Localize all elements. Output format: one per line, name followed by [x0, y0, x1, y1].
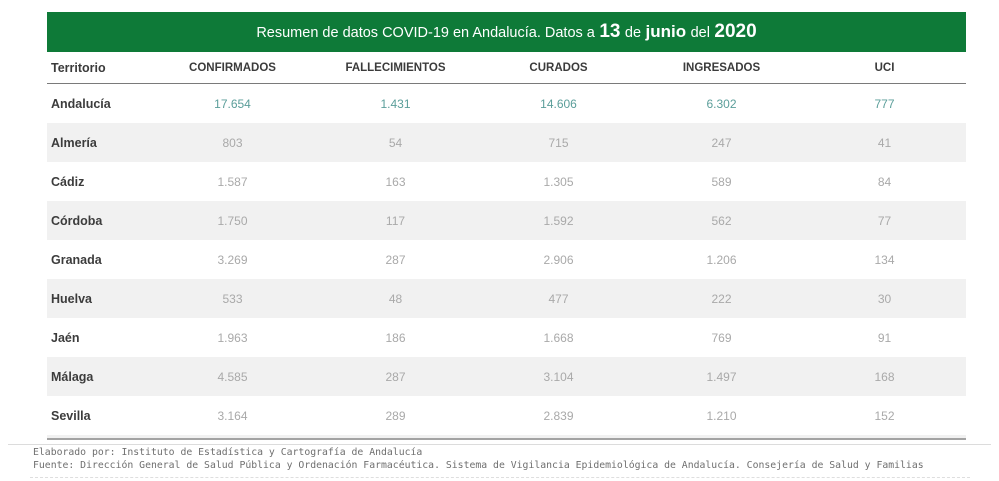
confirmados-cell: 533: [222, 291, 243, 306]
curados-cell: 14.606: [540, 96, 577, 111]
uci-cell: 41: [877, 135, 892, 150]
territory-cell: Granada: [51, 252, 102, 267]
confirmados-cell: 4.585: [217, 369, 248, 384]
territory-cell: Sevilla: [51, 408, 91, 423]
report-table: Resumen de datos COVID-19 en Andalucía. …: [47, 12, 966, 440]
ingresados-cell: 1.206: [706, 252, 737, 267]
table-row: Cádiz 1.587 163 1.305 589 84: [47, 162, 966, 201]
column-header-territorio: Territorio: [51, 60, 106, 75]
ingresados-cell: 769: [711, 330, 732, 345]
confirmados-cell: 1.963: [217, 330, 248, 345]
title-year: 2020: [714, 21, 757, 42]
territory-cell: Málaga: [51, 369, 94, 384]
curados-cell: 715: [548, 135, 569, 150]
curados-cell: 477: [548, 291, 569, 306]
fallecimientos-cell: 117: [385, 213, 406, 228]
uci-cell: 134: [874, 252, 895, 267]
fallecimientos-cell: 287: [385, 252, 406, 267]
table-row: Jaén 1.963 186 1.668 769 91: [47, 318, 966, 357]
confirmados-cell: 803: [222, 135, 243, 150]
title-month: junio: [645, 22, 687, 41]
ingresados-cell: 247: [711, 135, 732, 150]
table-row: Andalucía 17.654 1.431 14.606 6.302 777: [47, 84, 966, 123]
uci-cell: 84: [877, 174, 892, 189]
curados-cell: 3.104: [543, 369, 574, 384]
bottom-faint-rule: [30, 477, 970, 478]
title-de: de: [624, 25, 642, 41]
confirmados-cell: 1.587: [217, 174, 248, 189]
ingresados-cell: 6.302: [706, 96, 737, 111]
table-bottom-border: [47, 435, 966, 440]
uci-cell: 152: [874, 408, 895, 423]
horizontal-divider: [8, 444, 991, 445]
curados-cell: 1.668: [543, 330, 574, 345]
fallecimientos-cell: 186: [385, 330, 406, 345]
fallecimientos-cell: 54: [388, 135, 403, 150]
territory-cell: Córdoba: [51, 213, 103, 228]
ingresados-cell: 1.497: [706, 369, 737, 384]
table-row: Almería 803 54 715 247 41: [47, 123, 966, 162]
territory-cell: Jaén: [51, 330, 80, 345]
report-title-bar: Resumen de datos COVID-19 en Andalucía. …: [47, 12, 966, 52]
confirmados-cell: 1.750: [217, 213, 248, 228]
uci-cell: 77: [877, 213, 892, 228]
fallecimientos-cell: 289: [385, 408, 406, 423]
territory-cell: Huelva: [51, 291, 92, 306]
territory-cell: Andalucía: [51, 96, 111, 111]
curados-cell: 1.305: [543, 174, 574, 189]
column-header-curados: CURADOS: [529, 61, 588, 74]
column-header-confirmados: CONFIRMADOS: [189, 61, 276, 74]
footer-fuente-line: Fuente: Dirección General de Salud Públi…: [33, 460, 924, 471]
column-header-ingresados: INGRESADOS: [682, 61, 761, 74]
table-header-row: Territorio CONFIRMADOS FALLECIMIENTOS CU…: [47, 52, 966, 84]
curados-cell: 2.906: [543, 252, 574, 267]
confirmados-cell: 17.654: [214, 96, 251, 111]
title-day: 13: [599, 21, 621, 42]
table-row: Córdoba 1.750 117 1.592 562 77: [47, 201, 966, 240]
title-text: Resumen de datos COVID-19 en Andalucía. …: [256, 25, 595, 41]
report-footer: Elaborado por: Instituto de Estadística …: [33, 446, 924, 472]
table-row: Granada 3.269 287 2.906 1.206 134: [47, 240, 966, 279]
fallecimientos-cell: 48: [388, 291, 403, 306]
table-row: Huelva 533 48 477 222 30: [47, 279, 966, 318]
fallecimientos-cell: 287: [385, 369, 406, 384]
column-header-uci: UCI: [874, 61, 895, 74]
fallecimientos-cell: 1.431: [380, 96, 411, 111]
table-row: Sevilla 3.164 289 2.839 1.210 152: [47, 396, 966, 435]
curados-cell: 2.839: [543, 408, 574, 423]
uci-cell: 777: [874, 96, 895, 111]
confirmados-cell: 3.164: [217, 408, 248, 423]
curados-cell: 1.592: [543, 213, 574, 228]
ingresados-cell: 222: [711, 291, 732, 306]
uci-cell: 168: [874, 369, 895, 384]
territory-cell: Cádiz: [51, 174, 85, 189]
title-del: del: [690, 25, 710, 41]
confirmados-cell: 3.269: [217, 252, 248, 267]
table-rows: Andalucía 17.654 1.431 14.606 6.302 777 …: [47, 84, 966, 435]
fallecimientos-cell: 163: [385, 174, 406, 189]
territory-cell: Almería: [51, 135, 97, 150]
uci-cell: 30: [877, 291, 892, 306]
footer-elaborado-line: Elaborado por: Instituto de Estadística …: [33, 447, 423, 458]
ingresados-cell: 589: [711, 174, 732, 189]
ingresados-cell: 1.210: [706, 408, 737, 423]
table-row: Málaga 4.585 287 3.104 1.497 168: [47, 357, 966, 396]
ingresados-cell: 562: [711, 213, 732, 228]
column-header-fallecimientos: FALLECIMIENTOS: [345, 61, 446, 74]
uci-cell: 91: [877, 330, 892, 345]
